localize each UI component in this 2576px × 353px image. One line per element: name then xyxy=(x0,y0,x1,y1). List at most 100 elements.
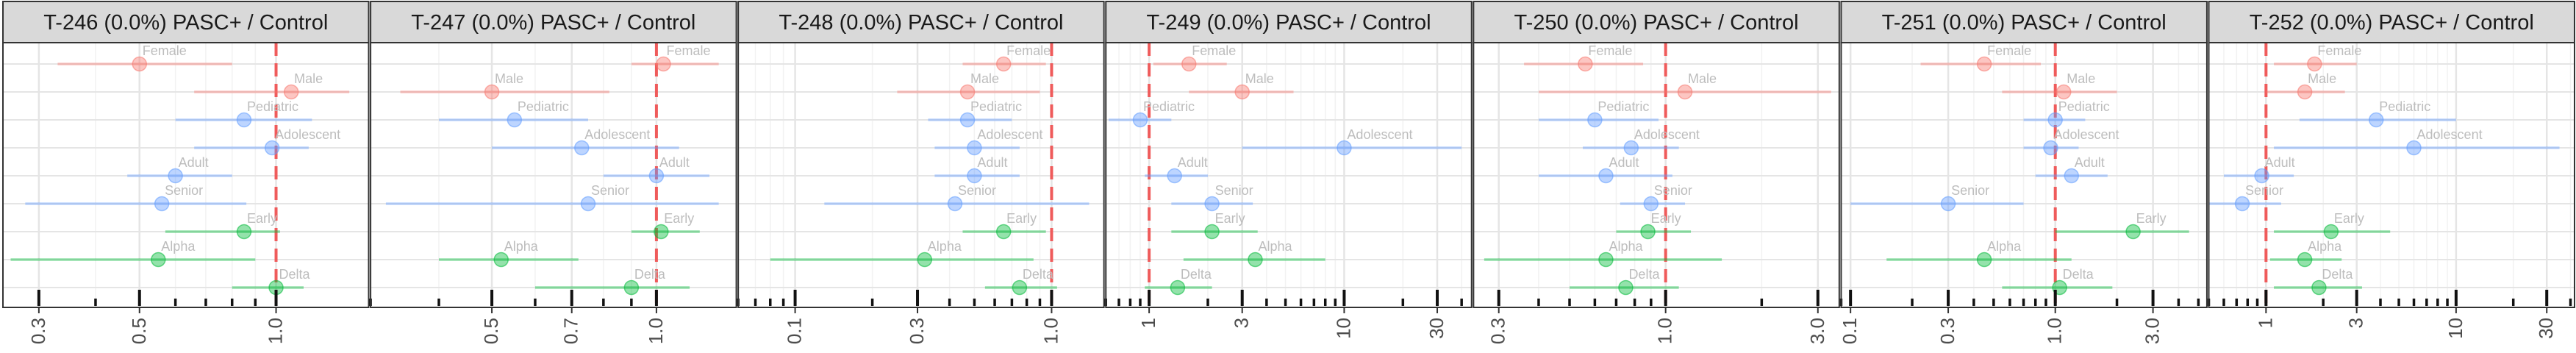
point-label-adult: Adult xyxy=(659,155,690,170)
estimate-point-pediatric xyxy=(2368,112,2384,128)
panel-border xyxy=(1473,42,1840,308)
estimate-point-delta xyxy=(1012,279,1028,296)
estimate-point-delta xyxy=(2311,279,2327,296)
estimate-point-adult xyxy=(168,168,183,184)
panel-title: T-248 (0.0%) PASC+ / Control xyxy=(779,11,1063,35)
estimate-point-alpha xyxy=(1598,252,1614,268)
estimate-point-pediatric xyxy=(2047,112,2063,128)
estimate-point-male xyxy=(959,84,976,100)
x-tick-label: 1.0 xyxy=(2044,318,2066,344)
point-label-male: Male xyxy=(1688,71,1717,86)
panel-border xyxy=(737,42,1105,308)
estimate-point-adolescent xyxy=(1623,140,1639,156)
panel-title: T-252 (0.0%) PASC+ / Control xyxy=(2250,11,2534,35)
estimate-point-adult xyxy=(1598,168,1614,184)
x-tick-label: 0.5 xyxy=(480,318,502,344)
point-label-alpha: Alpha xyxy=(161,239,196,254)
estimate-point-adolescent xyxy=(2406,140,2422,156)
point-label-pediatric: Pediatric xyxy=(247,99,298,114)
point-label-senior: Senior xyxy=(165,183,203,198)
panel-title: T-249 (0.0%) PASC+ / Control xyxy=(1146,11,1431,35)
point-label-alpha: Alpha xyxy=(1258,239,1292,254)
forest-panel-4: T-249 (0.0%) PASC+ / Control Female Male Pe… xyxy=(1104,1,1473,339)
estimate-point-pediatric xyxy=(236,112,252,128)
estimate-point-senior xyxy=(580,196,596,212)
point-label-delta: Delta xyxy=(1023,267,1054,282)
x-tick-label: 1.0 xyxy=(265,318,287,344)
estimate-point-male xyxy=(1234,84,1250,100)
point-label-pediatric: Pediatric xyxy=(2379,99,2430,114)
estimate-point-adolescent xyxy=(967,140,982,156)
point-label-alpha: Alpha xyxy=(504,239,539,254)
point-label-early: Early xyxy=(664,211,694,226)
point-label-female: Female xyxy=(143,43,187,58)
point-label-female: Female xyxy=(1987,43,2031,58)
panel-border xyxy=(2208,42,2576,308)
estimate-point-delta xyxy=(1170,279,1186,296)
estimate-point-senior xyxy=(947,196,963,212)
point-label-delta: Delta xyxy=(634,267,666,282)
x-tick-label: 0.1 xyxy=(784,318,806,344)
point-label-delta: Delta xyxy=(279,267,311,282)
estimate-point-senior xyxy=(1643,196,1659,212)
estimate-point-early xyxy=(236,224,252,240)
estimate-point-pediatric xyxy=(1587,112,1603,128)
estimate-point-male xyxy=(484,84,500,100)
x-tick-label: 0.3 xyxy=(1936,318,1958,344)
point-label-adult: Adult xyxy=(977,155,1007,170)
estimate-point-adolescent xyxy=(264,140,280,156)
forest-panel-3: T-248 (0.0%) PASC+ / Control Female Male Pe… xyxy=(737,1,1105,344)
x-tick-label: 0.3 xyxy=(1487,318,1509,344)
x-tick-label: 10 xyxy=(2444,318,2466,339)
estimate-point-female xyxy=(1181,56,1197,72)
estimate-point-female xyxy=(995,56,1012,72)
estimate-point-adult xyxy=(2254,168,2269,184)
estimate-point-alpha xyxy=(1248,252,1263,268)
estimate-point-senior xyxy=(2234,196,2250,212)
estimate-point-adolescent xyxy=(2043,140,2058,156)
estimate-point-pediatric xyxy=(959,112,976,128)
estimate-point-alpha xyxy=(151,252,166,268)
x-tick-label: 3 xyxy=(1231,318,1253,328)
x-tick-label: 3.0 xyxy=(1806,318,1828,344)
panel-strip xyxy=(1105,1,1473,43)
point-label-adolescent: Adolescent xyxy=(1347,127,1412,142)
point-label-senior: Senior xyxy=(1654,183,1692,198)
x-tick-label: 1 xyxy=(1137,318,1159,328)
point-label-delta: Delta xyxy=(2322,267,2353,282)
point-label-delta: Delta xyxy=(2063,267,2094,282)
estimate-point-early xyxy=(2323,224,2339,240)
point-label-senior: Senior xyxy=(958,183,996,198)
estimate-point-pediatric xyxy=(507,112,523,128)
point-label-alpha: Alpha xyxy=(1609,239,1643,254)
estimate-point-male xyxy=(1677,84,1693,100)
x-tick-label: 0.3 xyxy=(27,318,49,344)
point-label-female: Female xyxy=(1192,43,1236,58)
estimate-point-male xyxy=(283,84,299,100)
point-label-senior: Senior xyxy=(591,183,629,198)
point-label-delta: Delta xyxy=(1628,267,1660,282)
panel-strip xyxy=(1473,1,1840,43)
point-label-adolescent: Adolescent xyxy=(2417,127,2483,142)
point-label-male: Male xyxy=(294,71,323,86)
x-tick-label: 1.0 xyxy=(1654,318,1676,344)
point-label-adult: Adult xyxy=(1609,155,1639,170)
panel-border xyxy=(1105,42,1473,308)
estimate-point-female xyxy=(1578,56,1593,72)
point-label-female: Female xyxy=(666,43,710,58)
point-label-adult: Adult xyxy=(2265,155,2295,170)
x-tick-label: 1 xyxy=(2254,318,2276,328)
point-label-alpha: Alpha xyxy=(2308,239,2342,254)
point-label-adolescent: Adolescent xyxy=(275,127,340,142)
point-label-female: Female xyxy=(2317,43,2361,58)
point-label-adolescent: Adolescent xyxy=(2053,127,2119,142)
point-label-early: Early xyxy=(2136,211,2167,226)
estimate-point-early xyxy=(654,224,669,240)
point-label-male: Male xyxy=(2308,71,2336,86)
point-label-pediatric: Pediatric xyxy=(518,99,569,114)
point-label-male: Male xyxy=(495,71,523,86)
point-label-senior: Senior xyxy=(1951,183,1989,198)
point-label-pediatric: Pediatric xyxy=(1143,99,1195,114)
panel-title: T-251 (0.0%) PASC+ / Control xyxy=(1882,11,2167,35)
point-label-alpha: Alpha xyxy=(1987,239,2022,254)
